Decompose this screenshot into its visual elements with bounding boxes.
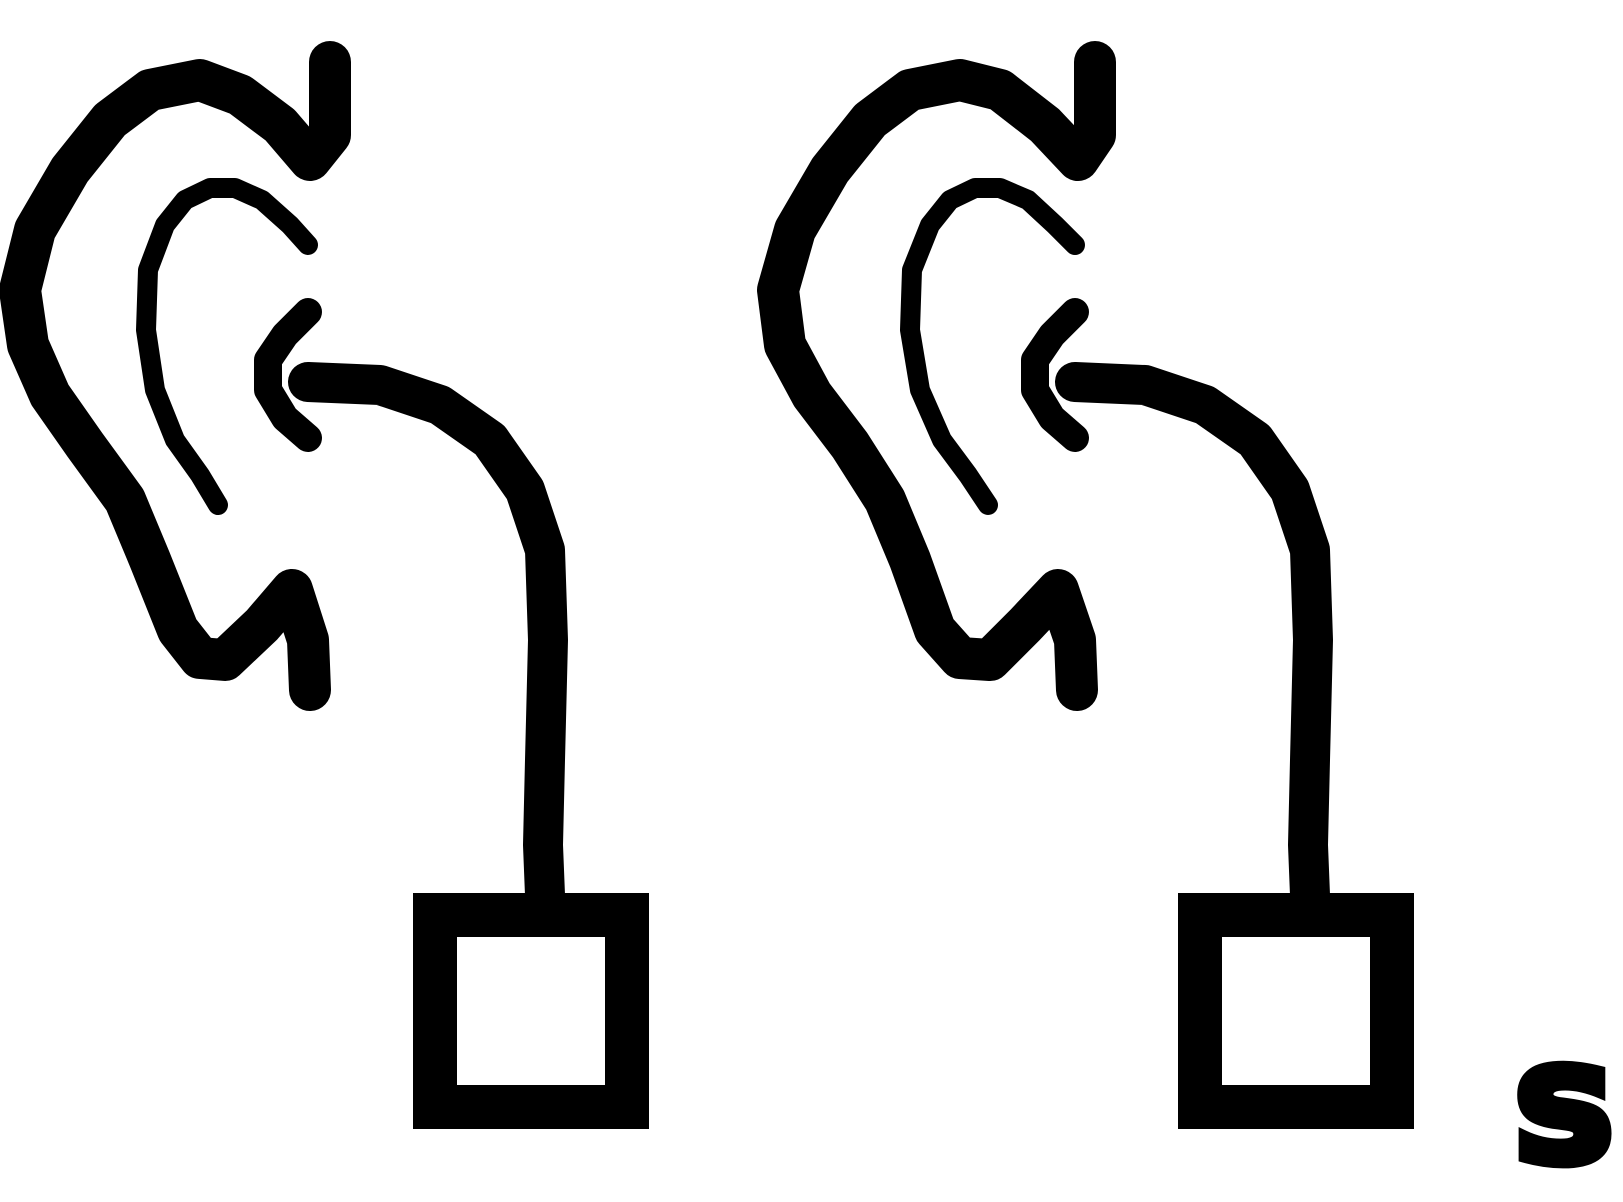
corner-letter-label: s [1508,1004,1619,1202]
ear-icon [757,41,1116,711]
earphone-icon [1055,362,1414,1129]
earphone-icon [288,362,649,1129]
right-panel [757,41,1414,1129]
left-panel [0,41,649,1129]
ear-icon [0,41,351,711]
